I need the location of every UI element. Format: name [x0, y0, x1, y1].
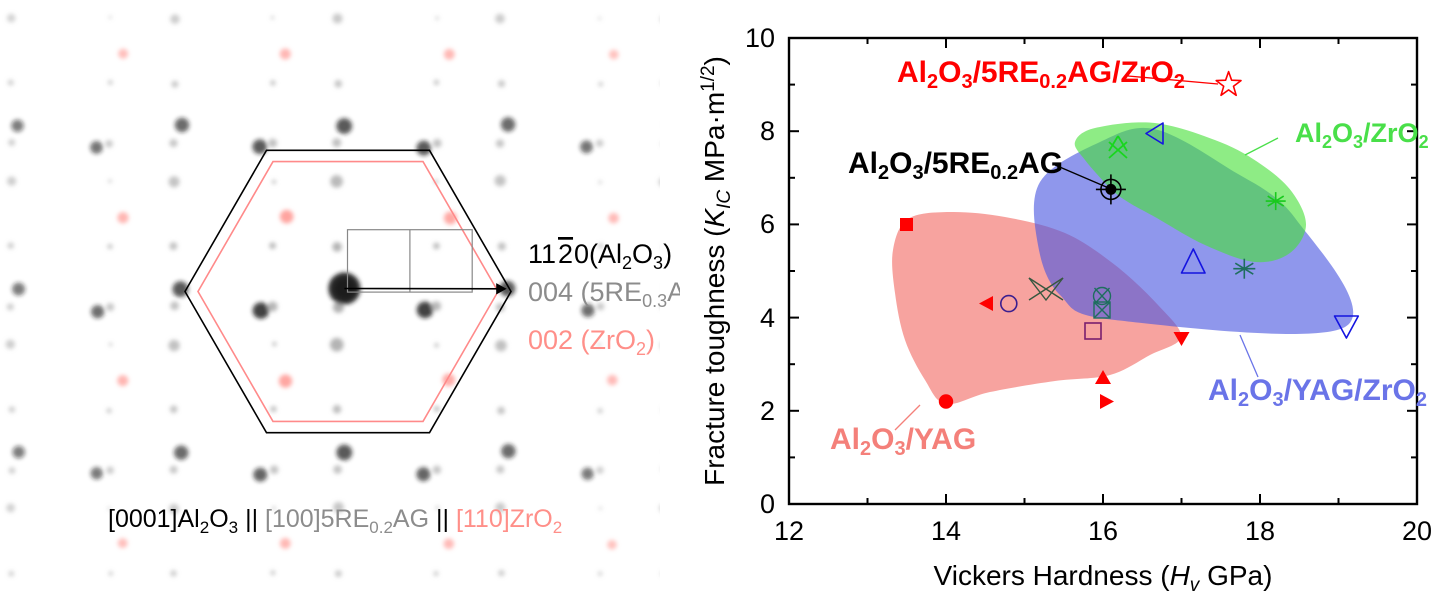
svg-text:Fracture toughness (KIC MPa·m1: Fracture toughness (KIC MPa·m1/2) [698, 56, 735, 486]
svg-text:0: 0 [760, 489, 775, 519]
svg-text:6: 6 [760, 209, 775, 239]
svg-text:20: 20 [1402, 516, 1432, 546]
svg-text:2: 2 [760, 396, 775, 426]
svg-text:16: 16 [1088, 516, 1118, 546]
svg-text:4: 4 [760, 303, 775, 333]
svg-text:Al2O3/5RE0.2AG/ZrO2: Al2O3/5RE0.2AG/ZrO2 [897, 56, 1185, 93]
svg-text:10: 10 [745, 23, 775, 53]
svg-text:Al2O3/ZrO2: Al2O3/ZrO2 [1295, 118, 1429, 152]
svg-text:Vickers Hardness (Hv GPa): Vickers Hardness (Hv GPa) [934, 560, 1273, 594]
svg-text:18: 18 [1245, 516, 1275, 546]
svg-text:Al2O3/YAG/ZrO2: Al2O3/YAG/ZrO2 [1208, 374, 1427, 411]
svg-text:12: 12 [774, 516, 804, 546]
svg-text:Al2O3/YAG: Al2O3/YAG [830, 423, 976, 460]
svg-text:8: 8 [760, 116, 775, 146]
svg-text:Al2O3/5RE0.2AG: Al2O3/5RE0.2AG [848, 147, 1063, 184]
svg-text:14: 14 [931, 516, 961, 546]
